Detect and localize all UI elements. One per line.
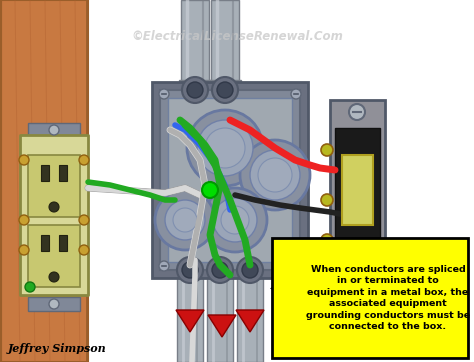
Circle shape (177, 257, 203, 283)
Circle shape (321, 234, 333, 246)
Polygon shape (181, 0, 209, 85)
Circle shape (25, 282, 35, 292)
Polygon shape (342, 155, 373, 225)
Circle shape (79, 155, 89, 165)
Polygon shape (237, 265, 263, 362)
Polygon shape (179, 80, 211, 92)
Polygon shape (209, 80, 241, 92)
Polygon shape (41, 165, 49, 181)
Polygon shape (168, 98, 292, 262)
Text: Jeffrey Simpson: Jeffrey Simpson (8, 343, 107, 354)
Circle shape (197, 120, 253, 176)
Circle shape (19, 245, 29, 255)
Circle shape (79, 215, 89, 225)
Polygon shape (59, 235, 67, 251)
Circle shape (212, 262, 228, 278)
Circle shape (240, 140, 310, 210)
Circle shape (250, 150, 300, 200)
Polygon shape (0, 0, 88, 362)
Circle shape (49, 272, 59, 282)
Circle shape (182, 77, 208, 103)
Circle shape (217, 82, 233, 98)
Polygon shape (236, 310, 264, 332)
Circle shape (291, 261, 301, 271)
Circle shape (173, 208, 197, 232)
Circle shape (213, 198, 257, 242)
Polygon shape (208, 315, 236, 337)
Polygon shape (152, 82, 308, 278)
Circle shape (49, 202, 59, 212)
Polygon shape (28, 123, 80, 137)
Circle shape (187, 82, 203, 98)
Polygon shape (211, 0, 239, 85)
Polygon shape (41, 235, 49, 251)
Circle shape (205, 128, 245, 168)
Polygon shape (335, 128, 380, 257)
Polygon shape (28, 155, 80, 217)
Circle shape (349, 265, 365, 281)
Circle shape (159, 261, 169, 271)
Text: ©ElectricalLicenseRenewal.Com: ©ElectricalLicenseRenewal.Com (131, 30, 343, 43)
Polygon shape (59, 165, 67, 181)
Circle shape (202, 182, 218, 198)
Polygon shape (176, 310, 204, 332)
Circle shape (203, 188, 267, 252)
Polygon shape (272, 238, 468, 358)
Polygon shape (177, 265, 203, 362)
Circle shape (258, 158, 292, 192)
Circle shape (207, 257, 233, 283)
Polygon shape (330, 100, 385, 285)
Polygon shape (28, 225, 80, 287)
Polygon shape (348, 263, 362, 273)
Circle shape (221, 206, 249, 234)
Polygon shape (20, 135, 88, 295)
Circle shape (349, 104, 365, 120)
Circle shape (212, 77, 238, 103)
Circle shape (79, 245, 89, 255)
Circle shape (155, 190, 215, 250)
Circle shape (49, 125, 59, 135)
Circle shape (242, 262, 258, 278)
Circle shape (19, 155, 29, 165)
Circle shape (49, 299, 59, 309)
Polygon shape (207, 265, 233, 362)
Circle shape (321, 144, 333, 156)
Polygon shape (272, 264, 468, 312)
Circle shape (182, 262, 198, 278)
Polygon shape (28, 297, 80, 311)
Text: When conductors are spliced
in or terminated to
equipment in a metal box, the
as: When conductors are spliced in or termin… (306, 265, 470, 331)
Circle shape (19, 215, 29, 225)
Circle shape (165, 200, 205, 240)
Circle shape (291, 89, 301, 99)
Polygon shape (160, 90, 300, 270)
Circle shape (159, 89, 169, 99)
Circle shape (321, 194, 333, 206)
Circle shape (237, 257, 263, 283)
Circle shape (187, 110, 263, 186)
